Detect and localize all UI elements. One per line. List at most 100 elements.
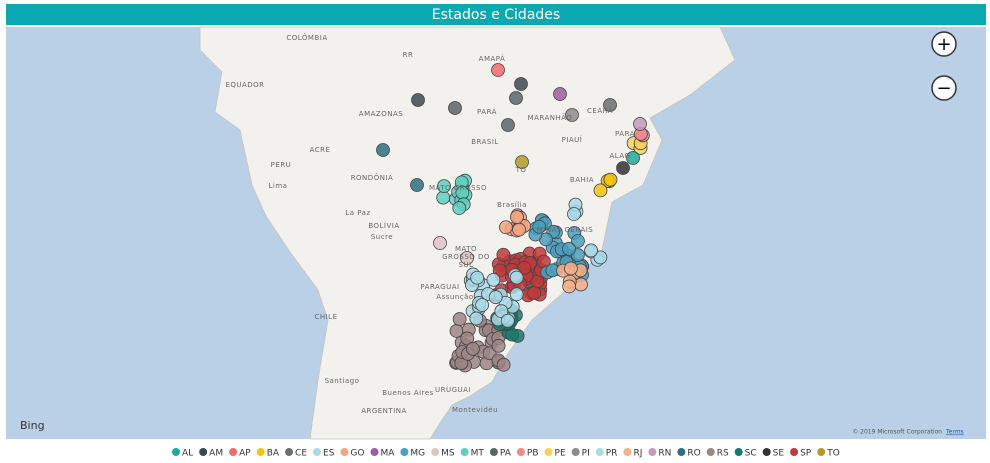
city-marker bbox=[626, 151, 640, 165]
city-marker bbox=[532, 219, 547, 234]
legend-swatch bbox=[648, 448, 657, 456]
city-marker bbox=[509, 287, 524, 302]
land bbox=[199, 26, 736, 440]
legend-label: RN bbox=[658, 449, 671, 459]
map-label: BRASIL bbox=[471, 138, 499, 146]
legend-swatch bbox=[489, 448, 498, 456]
cities bbox=[376, 63, 650, 373]
legend-label: PI bbox=[582, 449, 590, 459]
zoom-out[interactable]: − bbox=[936, 78, 951, 99]
city-marker bbox=[571, 234, 585, 248]
city-marker bbox=[509, 91, 523, 105]
map-label: TO bbox=[515, 166, 527, 174]
legend-swatch bbox=[340, 448, 349, 456]
legend-swatch bbox=[172, 448, 180, 456]
legend-label: RJ bbox=[633, 449, 642, 459]
city-marker bbox=[496, 357, 511, 372]
legend-swatch bbox=[400, 448, 409, 456]
city-marker bbox=[465, 341, 480, 356]
city-marker bbox=[501, 118, 515, 132]
city-marker bbox=[593, 250, 608, 265]
city-marker bbox=[562, 241, 576, 256]
map-label: PARAGUAI bbox=[420, 283, 459, 291]
map-label: Santiago bbox=[325, 377, 360, 385]
legend-label: CE bbox=[295, 449, 307, 459]
legend-label: SC bbox=[745, 449, 757, 459]
legend-swatch bbox=[285, 448, 294, 456]
legend-swatch bbox=[199, 448, 208, 456]
legend-label: PE bbox=[555, 449, 566, 459]
legend-swatch bbox=[677, 448, 686, 456]
map-label: MARANHÃO bbox=[528, 113, 573, 122]
map-label: ACRE bbox=[310, 146, 331, 154]
map-label: EQUADOR bbox=[225, 81, 264, 89]
zoom-in[interactable]: + bbox=[936, 34, 951, 55]
city-marker bbox=[515, 155, 529, 169]
map-label: CEARÁ bbox=[587, 106, 613, 115]
city-marker bbox=[603, 98, 617, 112]
city-marker bbox=[616, 161, 630, 175]
legend-swatch bbox=[516, 448, 525, 456]
legend-swatch bbox=[762, 448, 771, 456]
map-label: Brasília bbox=[497, 201, 527, 209]
legend-swatch bbox=[313, 448, 322, 456]
city-marker bbox=[562, 279, 577, 294]
city-marker bbox=[448, 101, 462, 115]
city-marker bbox=[460, 251, 474, 265]
map-label: PARÁ bbox=[477, 107, 497, 116]
city-marker bbox=[433, 236, 447, 250]
map-label: MATO bbox=[455, 245, 477, 253]
map-label: MINAS GERAIS bbox=[537, 226, 594, 234]
map-label: GROSSO DO bbox=[442, 253, 490, 261]
city-marker bbox=[491, 63, 505, 77]
city-marker bbox=[469, 311, 484, 326]
map-label: MATO GROSSO bbox=[429, 184, 487, 192]
zoom-in-button[interactable] bbox=[931, 31, 957, 57]
city-marker bbox=[486, 272, 501, 287]
legend-swatch bbox=[817, 448, 826, 456]
copyright: © 2019 Microsoft Corporation bbox=[852, 429, 942, 436]
legend-swatch bbox=[571, 448, 580, 456]
legend-swatch bbox=[431, 448, 440, 456]
map-label: RONDÔNIA bbox=[351, 173, 394, 182]
city-marker bbox=[633, 117, 647, 131]
legend-label: AP bbox=[239, 449, 251, 459]
legend-label: SP bbox=[800, 449, 812, 459]
map-label: PARA bbox=[615, 130, 635, 138]
map-label: La Paz bbox=[345, 209, 370, 217]
map-label: AMAPÁ bbox=[479, 54, 506, 63]
title-bar bbox=[6, 4, 986, 25]
city-marker bbox=[496, 247, 511, 262]
legend-label: SE bbox=[773, 449, 785, 459]
city-marker bbox=[411, 93, 425, 107]
legend-swatch bbox=[623, 448, 632, 456]
city-marker bbox=[437, 179, 451, 194]
map-label: Montevidéu bbox=[452, 406, 498, 414]
legend-label: MS bbox=[441, 449, 455, 459]
map-label: Buenos Aires bbox=[382, 389, 434, 397]
map-label: Sucre bbox=[371, 233, 393, 241]
terms-link[interactable]: Terms bbox=[945, 429, 964, 436]
city-marker bbox=[410, 178, 424, 192]
zoom-out-button[interactable] bbox=[931, 75, 957, 101]
map-label: COLÔMBIA bbox=[286, 33, 327, 42]
city-marker bbox=[512, 222, 526, 237]
map-label: Lima bbox=[269, 182, 288, 190]
city-marker bbox=[564, 261, 578, 276]
city-marker bbox=[452, 312, 467, 326]
city-marker bbox=[584, 243, 599, 258]
bing: Bing bbox=[20, 419, 45, 432]
map-label: PERU bbox=[271, 161, 292, 169]
map-label: BAHIA bbox=[570, 176, 594, 184]
map-label: AMAZONAS bbox=[359, 110, 403, 118]
legend-swatch bbox=[790, 448, 799, 456]
legend-label: BA bbox=[267, 449, 280, 459]
city-marker bbox=[510, 210, 524, 224]
map-label: Assunção bbox=[436, 293, 473, 301]
legend-swatch bbox=[370, 448, 379, 456]
legend-swatch bbox=[706, 448, 715, 456]
legend-label: PB bbox=[527, 449, 539, 459]
legend-label: MT bbox=[471, 449, 485, 459]
